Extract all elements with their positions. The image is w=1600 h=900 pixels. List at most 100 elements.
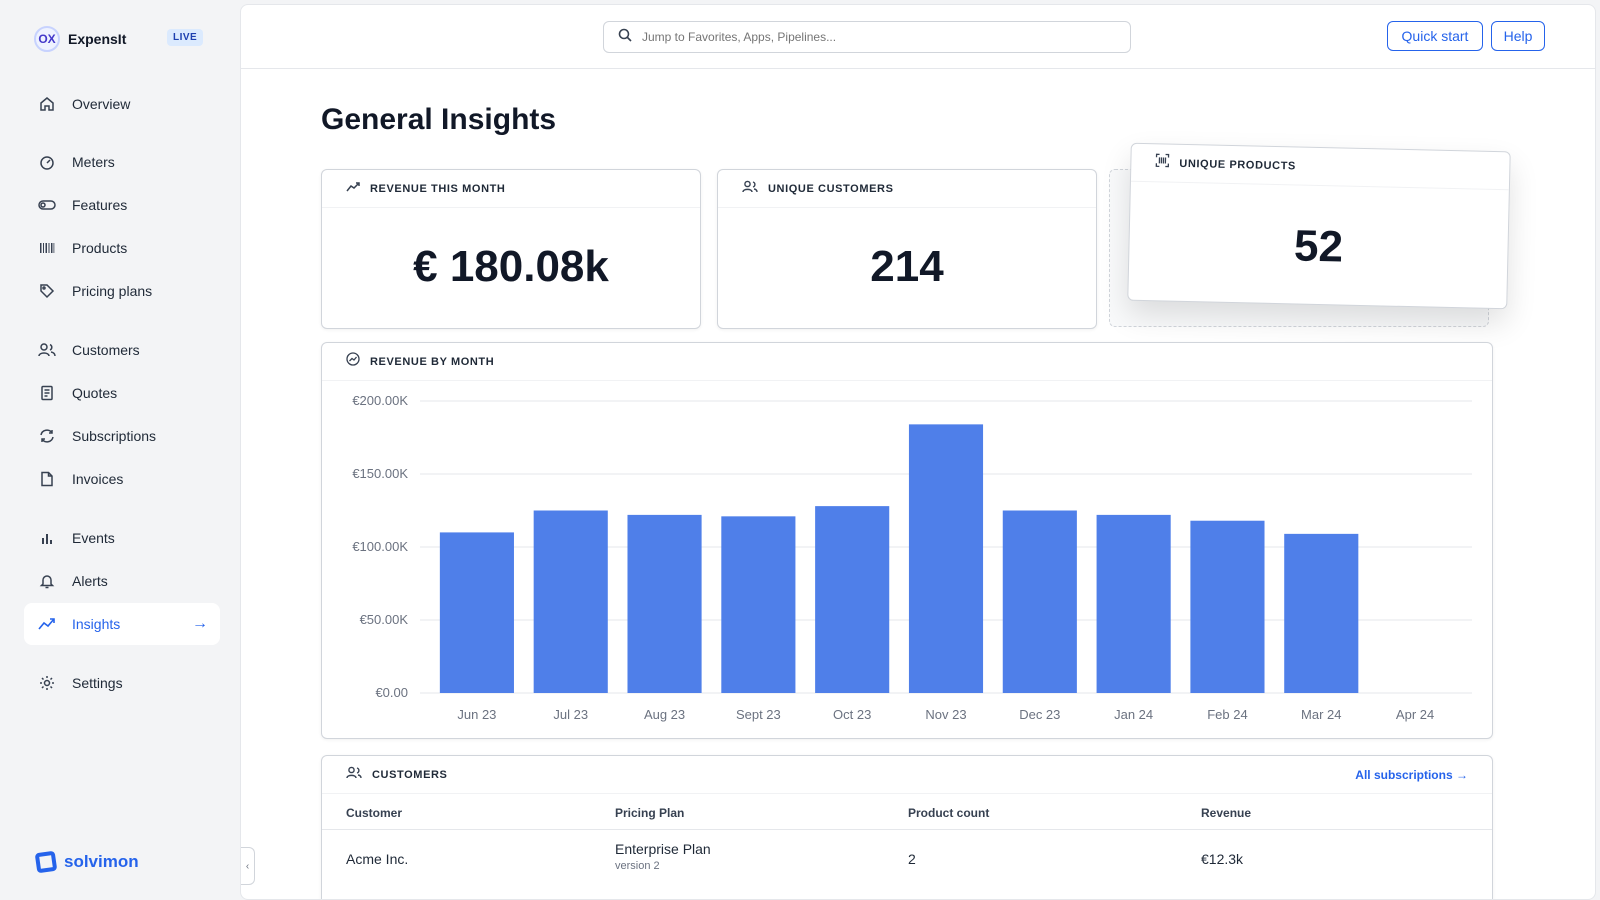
pricing-plan-name: Enterprise Plan: [615, 841, 711, 857]
sidebar-item-label: Quotes: [72, 385, 118, 401]
sidebar-item-quotes[interactable]: Quotes: [24, 372, 220, 414]
products-card[interactable]: UNIQUE PRODUCTS 52: [1127, 142, 1511, 310]
x-tick-label: Jun 23: [457, 707, 496, 722]
x-tick-label: Sept 23: [736, 707, 781, 722]
home-icon: [38, 95, 56, 113]
sidebar-item-products[interactable]: Products: [24, 227, 220, 269]
column-header-product-count[interactable]: Product count: [908, 806, 990, 820]
chart-trend-icon: [346, 352, 360, 371]
help-button[interactable]: Help: [1491, 21, 1545, 51]
search-box[interactable]: [603, 21, 1131, 53]
bar-feb-24[interactable]: [1190, 520, 1265, 693]
sidebar-item-invoices[interactable]: Invoices: [24, 458, 220, 500]
sidebar-item-label: Pricing plans: [72, 283, 153, 299]
file-icon: [38, 470, 56, 488]
sidebar-item-events[interactable]: Events: [24, 517, 220, 559]
bar-nov-23[interactable]: [908, 424, 984, 693]
page-title: General Insights: [321, 103, 557, 136]
collapse-sidebar-button[interactable]: ‹: [241, 847, 255, 885]
customers-value: 214: [870, 242, 944, 291]
bar-dec-23[interactable]: [1002, 510, 1077, 694]
card-label: UNIQUE PRODUCTS: [1179, 157, 1297, 172]
bell-icon: [38, 572, 56, 590]
x-tick-label: Oct 23: [833, 707, 871, 722]
sidebar-item-insights[interactable]: Insights →: [24, 603, 220, 645]
column-header-revenue[interactable]: Revenue: [1201, 806, 1252, 820]
sidebar-item-features[interactable]: Features: [24, 184, 220, 226]
search-input[interactable]: [642, 30, 1102, 44]
gear-icon: [38, 674, 56, 692]
column-header-pricing-plan[interactable]: Pricing Plan: [615, 806, 685, 820]
x-tick-label: Feb 24: [1207, 707, 1247, 722]
card-header: CUSTOMERS All subscriptions →: [322, 756, 1492, 794]
sidebar-item-subscriptions[interactable]: Subscriptions: [24, 415, 220, 457]
x-tick-label: Jul 23: [553, 707, 588, 722]
barcode-icon: [38, 239, 56, 257]
column-header-customer[interactable]: Customer: [346, 806, 403, 820]
all-subscriptions-link[interactable]: All subscriptions →: [1355, 768, 1468, 782]
gauge-icon: [38, 153, 56, 171]
arrow-right-icon: →: [192, 615, 208, 632]
users-icon: [38, 341, 56, 359]
toggle-icon: [38, 196, 56, 214]
bar-mar-24[interactable]: [1284, 533, 1359, 693]
x-tick-label: Aug 23: [644, 707, 685, 722]
receipt-icon: [38, 384, 56, 402]
y-tick-label: €150.00K: [352, 466, 408, 481]
customers-table-card: CUSTOMERS All subscriptions → Customer P…: [321, 755, 1493, 899]
sidebar-item-label: Insights: [72, 616, 121, 632]
sidebar-item-label: Customers: [72, 342, 140, 358]
x-tick-label: Dec 23: [1019, 707, 1060, 722]
sidebar-item-overview[interactable]: Overview: [24, 83, 220, 125]
sidebar-item-label: Settings: [72, 675, 123, 691]
sidebar-item-label: Subscriptions: [72, 428, 157, 444]
sidebar-item-settings[interactable]: Settings: [24, 662, 220, 704]
y-tick-label: €50.00K: [360, 612, 409, 627]
pricing-plan-version: version 2: [615, 860, 660, 872]
card-label: UNIQUE CUSTOMERS: [768, 182, 894, 195]
search-icon: [618, 28, 632, 47]
sidebar-item-customers[interactable]: Customers: [24, 329, 220, 371]
y-tick-label: €200.00K: [352, 393, 408, 408]
tag-icon: [38, 282, 56, 300]
customer-name: Acme Inc.: [346, 851, 409, 867]
x-tick-label: Mar 24: [1301, 707, 1341, 722]
sidebar: OX ExpensIt LIVE Overview Meters Feature…: [0, 0, 240, 900]
solvimon-logo: solvimon: [34, 850, 139, 874]
card-header: REVENUE THIS MONTH: [322, 170, 700, 208]
sidebar-item-label: Alerts: [72, 573, 108, 589]
card-header: UNIQUE CUSTOMERS: [718, 170, 1096, 208]
bar-oct-23[interactable]: [815, 506, 890, 693]
bar-jun-23[interactable]: [439, 532, 514, 693]
users-icon: [742, 180, 758, 198]
x-tick-label: Apr 24: [1396, 707, 1434, 722]
card-label: CUSTOMERS: [372, 768, 448, 781]
revenue-chart-card: REVENUE BY MONTH €0.00 €50.00K €100.00K €15…: [321, 342, 1493, 739]
x-tick-label: Jan 24: [1114, 707, 1153, 722]
y-tick-label: €0.00: [375, 685, 408, 700]
bar-aug-23[interactable]: [627, 514, 702, 693]
sidebar-item-meters[interactable]: Meters: [24, 141, 220, 183]
card-header: REVENUE BY MONTH: [322, 343, 1492, 381]
sidebar-item-alerts[interactable]: Alerts: [24, 560, 220, 602]
barcode-scan-icon: [1155, 153, 1170, 172]
quick-start-button[interactable]: Quick start: [1387, 21, 1483, 51]
sidebar-item-pricing-plans[interactable]: Pricing plans: [24, 270, 220, 312]
bar-jan-24[interactable]: [1096, 514, 1171, 693]
table-header: Customer Pricing Plan Product count Reve…: [322, 794, 1492, 830]
brand[interactable]: OX ExpensIt: [34, 26, 126, 52]
bar-chart-icon: [38, 529, 56, 547]
card-label: REVENUE BY MONTH: [370, 355, 495, 368]
bar-jul-23[interactable]: [533, 510, 608, 694]
solvimon-wordmark: solvimon: [64, 852, 139, 871]
live-badge: LIVE: [167, 29, 204, 46]
bar-sept-23[interactable]: [721, 516, 796, 693]
all-subscriptions-label: All subscriptions: [1355, 768, 1453, 782]
sidebar-item-label: Overview: [72, 96, 131, 112]
users-icon: [346, 766, 362, 784]
arrow-right-icon: →: [1456, 768, 1468, 782]
revenue-bar-chart: €0.00 €50.00K €100.00K €150.00K €200.00K Jun …: [352, 393, 1472, 722]
x-tick-label: Nov 23: [925, 707, 966, 722]
revenue-value: €12.3k: [1201, 851, 1244, 867]
refresh-icon: [38, 427, 56, 445]
